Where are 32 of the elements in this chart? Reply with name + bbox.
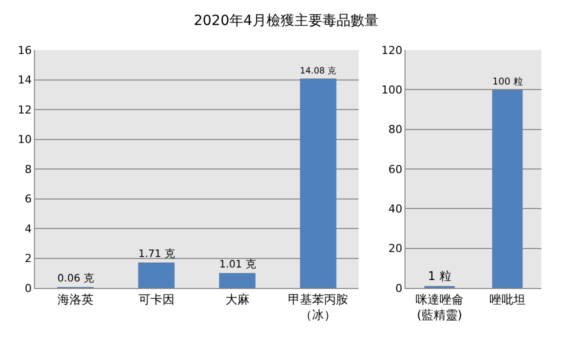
- y-tick-label: 16: [18, 44, 32, 57]
- y-tick-label: 120: [381, 44, 402, 57]
- y-tick-label: 8: [24, 162, 32, 176]
- bar: [219, 272, 256, 288]
- x-tick-label: 海洛英: [57, 292, 94, 306]
- x-tick-label: 甲基苯丙胺（冰）: [288, 292, 348, 322]
- y-tick-label: 4: [24, 222, 32, 236]
- data-label: 1.71 克: [138, 248, 174, 260]
- y-tick-label: 0: [395, 282, 402, 295]
- bar: [300, 78, 336, 288]
- y-tick-label: 20: [388, 242, 402, 256]
- y-tick-label: 2: [24, 252, 32, 266]
- data-label: 1.01 克: [219, 258, 256, 270]
- data-label: 0.06 克: [57, 272, 94, 284]
- y-tick-label: 80: [388, 123, 402, 136]
- chart-title: 2020年4月檢獲主要毒品數量: [194, 13, 378, 30]
- y-tick-label: 100: [381, 84, 402, 97]
- y-tick-label: 10: [18, 133, 32, 146]
- y-tick-label: 6: [24, 192, 32, 206]
- data-label: 1 粒: [428, 269, 452, 283]
- x-tick-label: 可卡因: [138, 292, 174, 306]
- y-tick-label: 40: [388, 202, 402, 216]
- x-tick-label: 咪達唑侖(藍精靈): [416, 292, 464, 322]
- y-tick-label: 0: [24, 282, 32, 295]
- data-label: 100 粒: [492, 76, 522, 88]
- bar: [138, 262, 175, 288]
- y-tick-label: 14: [18, 74, 32, 87]
- y-tick-label: 60: [388, 162, 402, 176]
- x-tick-label: 大麻: [225, 292, 250, 306]
- data-label: 14.08 克: [300, 65, 337, 76]
- x-tick-label: 唑吡坦: [489, 292, 526, 306]
- y-tick-label: 12: [18, 103, 32, 116]
